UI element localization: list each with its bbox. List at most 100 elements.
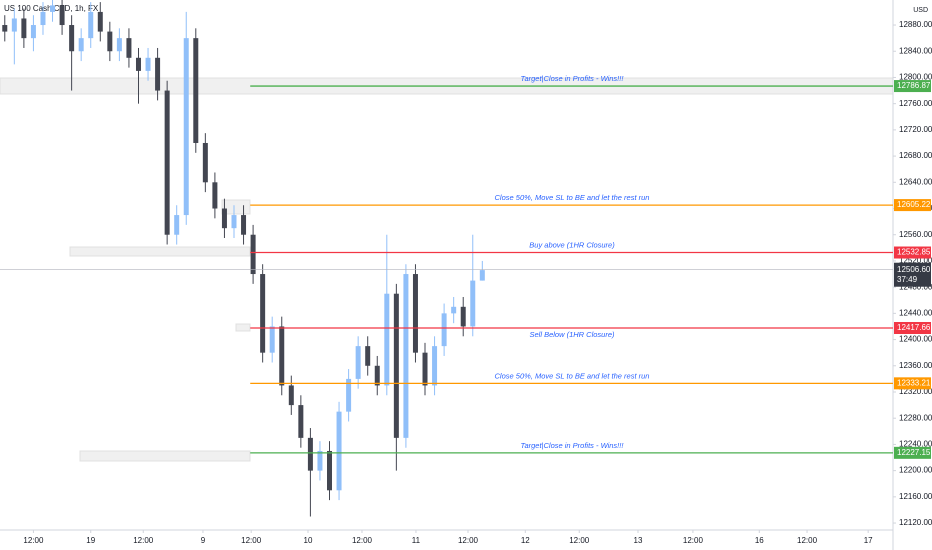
countdown: 37:49	[897, 275, 918, 284]
y-tick-label: 12880.00	[899, 20, 932, 29]
price-label-box	[894, 446, 931, 459]
candle-body	[97, 11, 103, 32]
price-label: 12605.22	[897, 200, 931, 209]
zone	[235, 323, 251, 332]
y-tick-label: 12720.00	[899, 125, 932, 134]
zone	[79, 450, 251, 462]
x-tick-label: 12:00	[797, 536, 818, 545]
y-tick-label: 12760.00	[899, 99, 932, 108]
y-tick-label: 12800.00	[899, 73, 932, 82]
candle-body	[327, 450, 333, 491]
candle-body	[346, 378, 352, 412]
price-label-box	[894, 377, 931, 390]
y-tick-label: 12520.00	[899, 256, 932, 265]
x-tick-label: 12:00	[352, 536, 373, 545]
candle-body	[298, 405, 304, 438]
level-text: Sell Below (1HR Closure)	[529, 330, 615, 339]
y-tick-label: 12320.00	[899, 387, 932, 396]
candle-body	[403, 274, 409, 438]
price-label-box	[894, 80, 931, 93]
price-label: 12532.85	[897, 248, 931, 257]
y-tick-label: 12280.00	[899, 413, 932, 422]
x-tick-label: 12	[521, 536, 530, 545]
y-tick-label: 12480.00	[899, 282, 932, 291]
candle-body	[317, 450, 323, 471]
price-label: 12786.87	[897, 81, 931, 90]
y-tick-label: 12240.00	[899, 440, 932, 449]
candle-body	[155, 57, 161, 91]
x-tick-label: 9	[201, 536, 206, 545]
level-text: Target|Close in Profits - Wins!!!	[521, 441, 625, 450]
x-tick-label: 12:00	[458, 536, 479, 545]
candle-body	[355, 346, 361, 379]
candle-body	[59, 5, 65, 26]
candle-body	[116, 38, 122, 52]
candle-body	[11, 18, 17, 32]
price-label-box	[894, 246, 931, 259]
price-label-box	[894, 321, 931, 334]
candle-body	[164, 90, 170, 235]
x-tick-label: 12:00	[23, 536, 44, 545]
level-text: Close 50%, Move SL to BE and let the res…	[495, 371, 650, 380]
candle-body	[135, 57, 141, 71]
x-tick-label: 12:00	[683, 536, 704, 545]
currency: USD	[913, 7, 928, 14]
y-tick-label: 12440.00	[899, 308, 932, 317]
candle-body	[307, 437, 313, 471]
candle-body	[107, 31, 113, 52]
y-tick-label: 12640.00	[899, 177, 932, 186]
candle-body	[470, 280, 476, 327]
candle-body	[460, 306, 466, 327]
x-tick-label: 19	[86, 536, 95, 545]
level-text: Buy above (1HR Closure)	[529, 241, 615, 250]
candle-body	[78, 38, 84, 52]
last-price-label: 12506.60	[897, 265, 931, 274]
candle-body	[193, 38, 199, 143]
last-price-box	[894, 262, 931, 287]
zone	[221, 199, 251, 215]
candle-body	[212, 182, 218, 209]
candle-body	[21, 18, 27, 39]
candle-body	[250, 234, 256, 275]
candle-body	[241, 215, 247, 235]
candle-body	[441, 313, 447, 347]
candle-body	[384, 293, 390, 386]
candle-body	[2, 25, 8, 32]
y-tick-label: 12360.00	[899, 361, 932, 370]
level-text: Target|Close in Profits - Wins!!!	[521, 74, 625, 83]
candle-body	[374, 365, 380, 386]
candle-body	[479, 270, 485, 281]
candle-body	[88, 11, 94, 39]
price-label-box	[894, 199, 931, 212]
candle-body	[412, 274, 418, 353]
candle-body	[432, 346, 438, 386]
price-label: 12227.15	[897, 448, 931, 457]
candle-body	[269, 326, 275, 353]
candle-body	[50, 5, 56, 12]
candle-body	[183, 38, 189, 216]
candle-body	[422, 352, 428, 386]
level-text: Close 50%, Move SL to BE and let the res…	[495, 193, 650, 202]
price-label: 12333.21	[897, 378, 931, 387]
candle-body	[145, 57, 151, 71]
candle-body	[336, 411, 342, 491]
y-tick-label: 12160.00	[899, 492, 932, 501]
candle-body	[126, 38, 132, 58]
zone	[69, 246, 251, 257]
candle-body	[174, 215, 180, 235]
candle-body	[221, 208, 227, 229]
candle-body	[231, 215, 237, 229]
candle-body	[451, 306, 457, 314]
x-tick-label: 12:00	[133, 536, 154, 545]
x-tick-label: 10	[304, 536, 313, 545]
y-tick-label: 12400.00	[899, 335, 932, 344]
x-tick-label: 11	[412, 536, 421, 545]
y-tick-label: 12680.00	[899, 151, 932, 160]
candle-body	[288, 385, 294, 406]
candle-body	[30, 25, 36, 39]
candle-body	[279, 326, 285, 386]
y-tick-label: 12120.00	[899, 518, 932, 527]
x-tick-label: 12:00	[569, 536, 590, 545]
x-tick-label: 16	[755, 536, 764, 545]
